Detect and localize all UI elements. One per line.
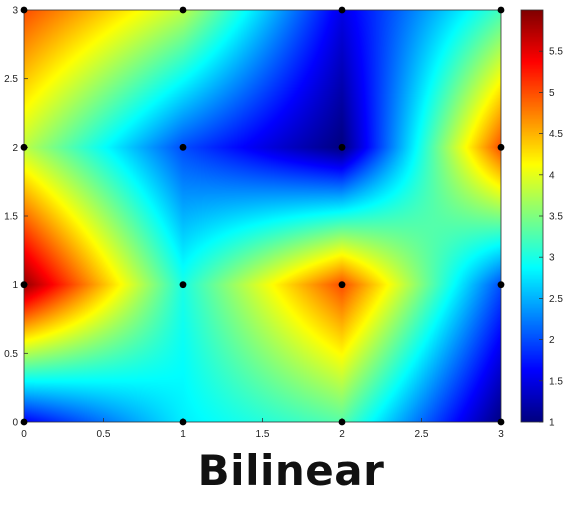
chart-caption: Bilinear — [197, 446, 385, 495]
colorbar-tick-label: 1.5 — [549, 376, 563, 387]
plot-area — [23, 9, 502, 423]
grid-point-marker — [338, 418, 346, 426]
colorbar-tick-label: 4 — [549, 170, 555, 181]
colorbar: 1 1.5 2 2.5 3 3.5 4 4.5 5 5.5 — [520, 9, 563, 429]
colorbar-tick-label: 1 — [549, 418, 555, 429]
grid-point-marker — [20, 418, 28, 426]
grid-point-marker — [20, 281, 28, 289]
grid-point-marker — [179, 281, 187, 289]
grid-point-marker — [179, 6, 187, 14]
colorbar-tick-label: 5 — [549, 88, 555, 99]
colorbar-tick-label: 4.5 — [549, 129, 563, 140]
y-tick-label: 2 — [12, 143, 18, 154]
grid-point-marker — [179, 143, 187, 151]
x-tick-label: 2.5 — [415, 429, 429, 440]
x-tick-label: 2 — [339, 429, 345, 440]
y-tick-label: 1 — [12, 280, 18, 291]
x-tick-label: 3 — [498, 429, 504, 440]
grid-point-marker — [179, 418, 187, 426]
x-tick-label: 0 — [21, 429, 27, 440]
grid-point-marker — [20, 6, 28, 14]
y-tick-label: 0.5 — [4, 349, 18, 360]
colorbar-tick-label: 2.5 — [549, 294, 563, 305]
x-tick-label: 1 — [180, 429, 186, 440]
x-tick-label: 0.5 — [97, 429, 111, 440]
grid-point-markers — [20, 6, 505, 426]
colorbar-tick-label: 2 — [549, 335, 555, 346]
colorbar-tick-label: 5.5 — [549, 47, 563, 58]
grid-point-marker — [338, 6, 346, 14]
grid-point-marker — [497, 143, 505, 151]
heatmap-surface — [24, 10, 501, 422]
y-tick-label: 3 — [12, 6, 18, 17]
colorbar-tick-label: 3.5 — [549, 212, 563, 223]
y-tick-label: 1.5 — [4, 212, 18, 223]
y-tick-label: 0 — [12, 418, 18, 429]
colorbar-gradient — [521, 10, 543, 422]
grid-point-marker — [338, 281, 346, 289]
colorbar-ticks: 1 1.5 2 2.5 3 3.5 4 4.5 5 5.5 — [539, 47, 563, 429]
x-tick-label: 1.5 — [256, 429, 270, 440]
colorbar-tick-label: 3 — [549, 253, 555, 264]
grid-point-marker — [20, 143, 28, 151]
grid-point-marker — [497, 6, 505, 14]
grid-point-marker — [338, 143, 346, 151]
grid-point-marker — [497, 418, 505, 426]
y-tick-label: 2.5 — [4, 74, 18, 85]
grid-point-marker — [497, 281, 505, 289]
